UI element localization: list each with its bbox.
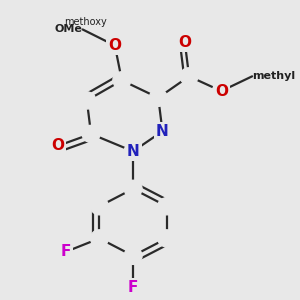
Text: N: N (156, 124, 169, 139)
Text: O: O (51, 139, 64, 154)
Circle shape (106, 37, 124, 54)
Text: methyl: methyl (252, 71, 295, 81)
Circle shape (113, 72, 131, 89)
Circle shape (149, 89, 167, 106)
Text: OMe: OMe (55, 25, 82, 34)
Text: F: F (61, 244, 71, 259)
Text: N: N (127, 144, 140, 159)
Circle shape (212, 82, 230, 100)
Circle shape (154, 123, 171, 140)
Circle shape (124, 180, 142, 197)
Circle shape (82, 125, 100, 142)
Circle shape (124, 143, 142, 160)
Circle shape (158, 198, 176, 215)
Circle shape (91, 230, 108, 247)
Text: O: O (108, 38, 122, 53)
Text: O: O (178, 35, 191, 50)
Text: F: F (128, 280, 138, 296)
Text: methoxy: methoxy (64, 17, 107, 27)
Circle shape (158, 230, 176, 247)
Circle shape (180, 68, 198, 85)
Circle shape (124, 247, 142, 264)
Text: O: O (215, 84, 228, 99)
Circle shape (91, 198, 108, 215)
Circle shape (78, 92, 96, 109)
